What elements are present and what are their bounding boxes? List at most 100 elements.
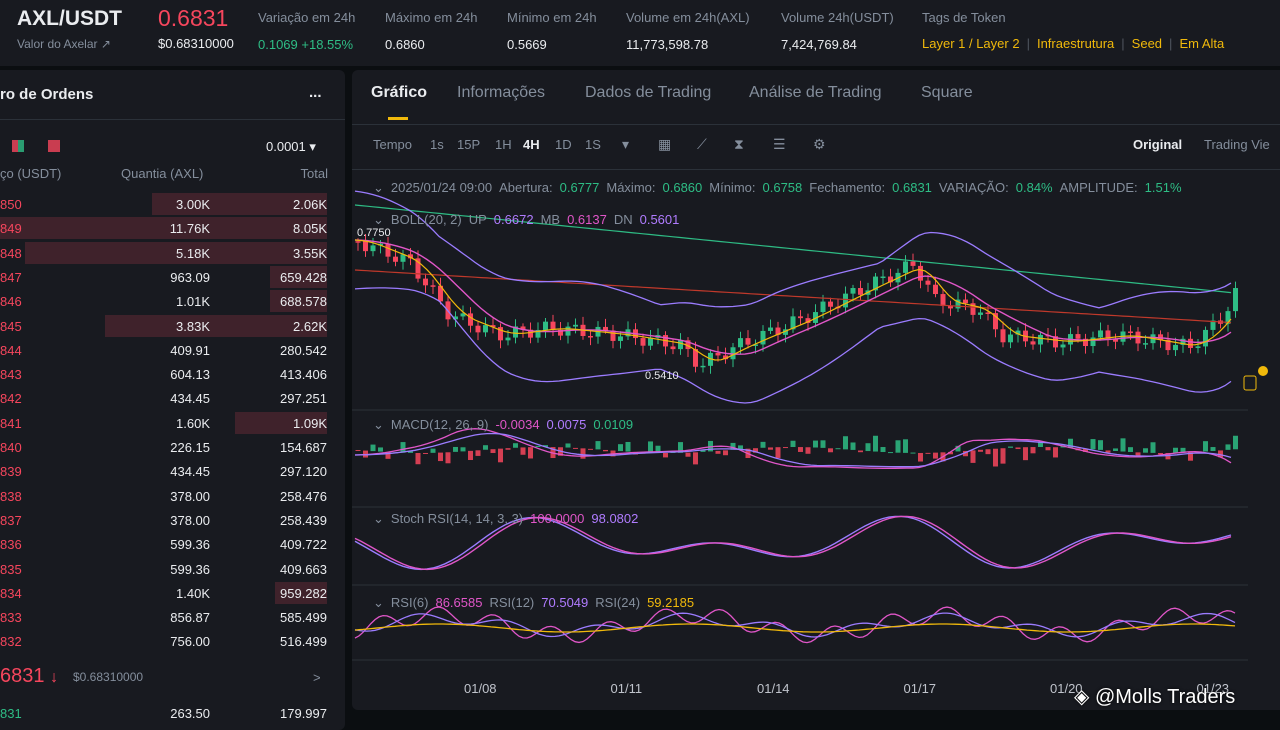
candle	[1173, 344, 1178, 351]
candle	[1210, 320, 1216, 330]
candle	[730, 347, 736, 360]
bid-row[interactable]: 831 263.50 179.997	[0, 702, 345, 724]
candle	[1165, 339, 1171, 351]
macd-bar	[543, 445, 548, 448]
candle	[1233, 288, 1238, 312]
interval[interactable]: 15P	[457, 137, 481, 152]
tag[interactable]: Em Alta	[1179, 36, 1225, 51]
view[interactable]: Original	[1133, 137, 1183, 152]
tag[interactable]: Layer 1 / Layer 2	[922, 36, 1020, 51]
interval[interactable]: 1S	[585, 137, 601, 152]
tag[interactable]: Infraestrutura	[1036, 36, 1115, 51]
price: 832	[0, 634, 22, 650]
ask-row[interactable]: 835 599.36 409.663	[0, 558, 345, 580]
ask-row[interactable]: 840 226.15 154.687	[0, 436, 345, 458]
tag[interactable]: Seed	[1131, 36, 1163, 51]
candle	[528, 329, 533, 338]
candle	[543, 321, 548, 330]
stat-label: Volume 24h(USDT)	[781, 10, 894, 25]
pane-separators	[352, 409, 1248, 661]
ask-row[interactable]: 839 434.45 297.120	[0, 460, 345, 482]
tool-icon[interactable]: ▾	[622, 136, 630, 152]
interval[interactable]: 4H	[523, 137, 540, 152]
macd-bar	[798, 447, 803, 452]
ask-row[interactable]: 842 434.45 297.251	[0, 387, 345, 409]
candle	[400, 254, 406, 262]
more[interactable]: >	[313, 670, 321, 685]
interval[interactable]: 1D	[555, 137, 572, 152]
ask-row[interactable]: 850 3.00K 2.06K	[0, 193, 345, 215]
macd-bar	[685, 452, 691, 457]
candle	[745, 338, 751, 345]
macd-bar	[1173, 447, 1178, 453]
view-asks[interactable]	[48, 140, 60, 152]
candle	[903, 261, 908, 273]
indicator-legend: ⌄ MACD(12, 26, 9) -0.0034 0.0075 0.0109	[373, 417, 633, 433]
ask-row[interactable]: 845 3.83K 2.62K	[0, 314, 345, 337]
ask-row[interactable]: 832 756.00 516.499	[0, 630, 345, 652]
ask-row[interactable]: 849 11.76K 8.05K	[0, 217, 345, 240]
ask-row[interactable]: 843 604.13 413.406	[0, 363, 345, 385]
precision[interactable]: 0.0001 ▾	[266, 139, 316, 154]
ask-row[interactable]: 848 5.18K 3.55K	[0, 241, 345, 264]
view[interactable]: Trading Vie	[1204, 137, 1270, 152]
interval[interactable]: 1s	[430, 137, 444, 152]
tool-icon[interactable]: ⚙	[813, 136, 826, 152]
macd-bar	[1128, 447, 1133, 452]
tool-icon[interactable]: ▦	[658, 136, 672, 152]
candle	[1195, 346, 1201, 348]
ask-row[interactable]: 838 378.00 258.476	[0, 485, 345, 507]
candle	[610, 330, 616, 341]
x-tick-label: 01/17	[903, 681, 937, 696]
tab-underline	[388, 117, 408, 120]
price: 848	[0, 245, 22, 261]
precision-value[interactable]: 0.0001	[266, 139, 306, 154]
total: 258.439	[280, 512, 327, 528]
view-both[interactable]	[12, 140, 24, 152]
macd-bar	[693, 452, 698, 465]
depth-bar	[235, 411, 327, 434]
ask-row[interactable]: 837 378.00 258.439	[0, 509, 345, 531]
tab[interactable]: Gráfico	[371, 84, 428, 101]
total: 959.282	[280, 585, 327, 601]
menu[interactable]: ...	[309, 84, 322, 101]
candle	[910, 261, 916, 266]
ask-row[interactable]: 834 1.40K 959.282	[0, 581, 345, 604]
ask-row[interactable]: 841 1.60K 1.09K	[0, 411, 345, 434]
price: 849	[0, 221, 22, 237]
alert-dot[interactable]	[1258, 366, 1268, 376]
candle-date: 2025/01/24 09:00	[390, 180, 493, 195]
tab[interactable]: Square	[921, 84, 973, 101]
price: 844	[0, 342, 22, 358]
last-price: 0.6831	[158, 5, 229, 31]
ask-row[interactable]: 846 1.01K 688.578	[0, 290, 345, 313]
macd-bar	[1233, 435, 1238, 450]
candle	[888, 276, 893, 283]
ask-row[interactable]: 847 963.09 659.428	[0, 265, 345, 288]
candle	[873, 276, 878, 291]
alert-icon[interactable]	[1243, 375, 1257, 391]
amount: 5.18K	[176, 245, 210, 261]
tab[interactable]: Dados de Trading	[585, 84, 712, 101]
ask-row[interactable]: 836 599.36 409.722	[0, 533, 345, 555]
indicator-value: 100.0000	[530, 511, 585, 526]
ask-row[interactable]: 833 856.87 585.499	[0, 606, 345, 628]
amount: 378.00	[170, 512, 210, 528]
candle	[843, 293, 848, 308]
macd-bar	[453, 446, 458, 452]
interval[interactable]: 1H	[495, 137, 512, 152]
macd-bar	[1038, 442, 1043, 448]
ohlc-label: Abertura:	[499, 180, 553, 195]
tab[interactable]: Análise de Trading	[749, 84, 882, 101]
candle	[1090, 337, 1096, 347]
tab[interactable]: Informações	[457, 84, 546, 101]
ask-row[interactable]: 844 409.91 280.542	[0, 339, 345, 361]
macd-bar	[813, 440, 818, 448]
tool-icon[interactable]: ⧗	[734, 136, 744, 152]
subtitle[interactable]: Valor do Axelar ↗	[17, 37, 111, 51]
tool-icon[interactable]: ⟋	[697, 136, 707, 152]
price: 833	[0, 610, 22, 626]
candle	[805, 318, 811, 323]
macd-bar	[655, 445, 661, 453]
tool-icon[interactable]: ☰	[773, 136, 786, 152]
